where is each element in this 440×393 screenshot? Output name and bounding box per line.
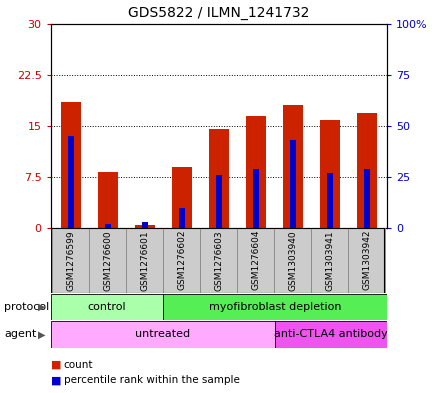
Text: GSM1276603: GSM1276603	[214, 230, 224, 290]
Text: ▶: ▶	[38, 302, 46, 312]
Text: control: control	[88, 302, 126, 312]
Text: GSM1276599: GSM1276599	[66, 230, 75, 290]
Bar	[312, 228, 348, 293]
Text: GSM1276604: GSM1276604	[251, 230, 260, 290]
Title: GDS5822 / ILMN_1241732: GDS5822 / ILMN_1241732	[128, 6, 310, 20]
Text: anti-CTLA4 antibody: anti-CTLA4 antibody	[274, 329, 388, 340]
Bar	[163, 228, 200, 293]
Bar	[327, 173, 333, 228]
Bar	[51, 321, 275, 348]
Bar	[209, 129, 229, 228]
Text: ▶: ▶	[38, 329, 46, 340]
Bar	[163, 294, 387, 320]
Text: GSM1276602: GSM1276602	[177, 230, 187, 290]
Bar	[320, 120, 340, 228]
Bar	[253, 169, 259, 228]
Text: percentile rank within the sample: percentile rank within the sample	[64, 375, 240, 386]
Bar	[275, 228, 312, 293]
Text: GSM1276600: GSM1276600	[103, 230, 113, 290]
Text: untreated: untreated	[135, 329, 191, 340]
Text: GSM1303942: GSM1303942	[363, 230, 371, 290]
Text: count: count	[64, 360, 93, 370]
Bar	[68, 136, 74, 228]
Bar	[348, 228, 385, 293]
Text: protocol: protocol	[4, 302, 50, 312]
Bar	[52, 228, 89, 293]
Bar	[364, 169, 370, 228]
Bar	[105, 224, 111, 228]
Bar	[275, 321, 387, 348]
Bar	[216, 175, 222, 228]
Bar	[283, 105, 303, 228]
Bar	[142, 222, 148, 228]
Text: agent: agent	[4, 329, 37, 340]
Bar	[290, 140, 296, 228]
Bar	[98, 172, 118, 228]
Text: GSM1276601: GSM1276601	[140, 230, 150, 290]
Text: GSM1303941: GSM1303941	[325, 230, 334, 290]
Text: myofibroblast depletion: myofibroblast depletion	[209, 302, 341, 312]
Bar	[246, 116, 266, 228]
Bar	[89, 228, 126, 293]
Bar	[51, 294, 163, 320]
Bar	[238, 228, 275, 293]
Bar	[126, 228, 163, 293]
Bar	[179, 208, 185, 228]
Text: ■: ■	[51, 375, 61, 386]
Bar	[357, 114, 377, 228]
Bar	[61, 102, 81, 228]
Bar	[135, 224, 155, 228]
Text: ■: ■	[51, 360, 61, 370]
Bar	[172, 167, 192, 228]
Bar	[200, 228, 238, 293]
Text: GSM1303940: GSM1303940	[288, 230, 297, 290]
